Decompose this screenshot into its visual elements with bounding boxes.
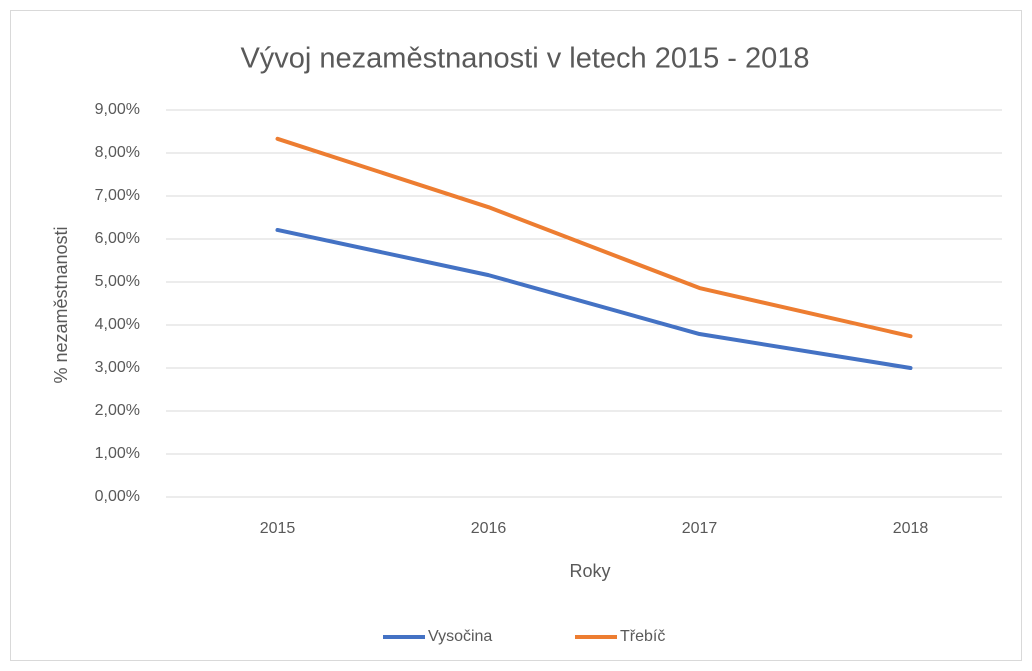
legend-label: Třebíč (620, 628, 665, 645)
y-axis-label: % nezaměstnanosti (51, 226, 71, 383)
y-tick-label: 0,00% (95, 488, 140, 505)
chart-border (10, 10, 1022, 661)
x-tick-label: 2017 (682, 520, 718, 537)
line-series (275, 136, 913, 339)
x-tick-label: 2016 (471, 520, 507, 537)
legend-label: Vysočina (428, 628, 492, 645)
y-tick-label: 8,00% (95, 144, 140, 161)
x-tick-label: 2015 (260, 520, 296, 537)
chart-title: Vývoj nezaměstnanosti v letech 2015 - 20… (240, 43, 809, 75)
x-axis-label: Roky (569, 561, 610, 581)
line-series (275, 227, 913, 370)
y-tick-label: 9,00% (95, 101, 140, 118)
x-tick-label: 2018 (893, 520, 929, 537)
y-tick-label: 7,00% (95, 187, 140, 204)
y-tick-label: 4,00% (95, 316, 140, 333)
y-tick-label: 5,00% (95, 273, 140, 290)
y-tick-label: 6,00% (95, 230, 140, 247)
y-tick-label: 3,00% (95, 359, 140, 376)
y-tick-label: 1,00% (95, 445, 140, 462)
y-tick-label: 2,00% (95, 402, 140, 419)
